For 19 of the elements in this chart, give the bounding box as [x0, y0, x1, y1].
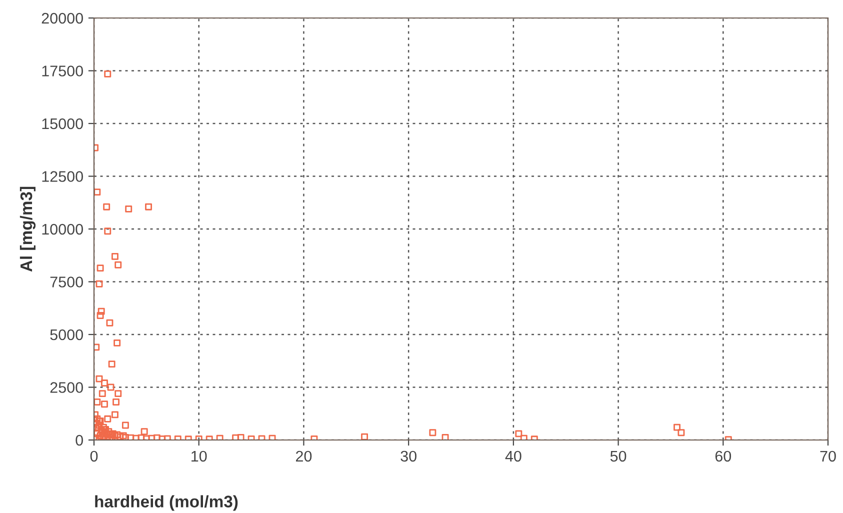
x-axis-title: hardheid (mol/m3)	[95, 495, 238, 511]
y-tick-label: 2500	[50, 382, 83, 393]
x-tick-label: 10	[192, 450, 207, 462]
y-tick-label: 10000	[42, 224, 83, 235]
y-tick-label: 7500	[50, 276, 83, 288]
x-tick-label: 60	[715, 450, 732, 462]
y-tick-label: 17500	[42, 66, 83, 76]
x-tick-label: 50	[610, 450, 626, 462]
x-tick-label: 30	[400, 450, 416, 462]
x-tick-label: 40	[505, 450, 522, 462]
y-tick-label: 12500	[42, 171, 83, 182]
y-tick-label: 5000	[50, 329, 83, 340]
x-tick-label: 20	[296, 450, 312, 462]
x-tick-label: 70	[820, 450, 836, 462]
y-axis-title: Al [mg/m3]	[20, 186, 36, 272]
y-tick-label: 20000	[42, 12, 83, 24]
y-tick-label: 15000	[42, 118, 83, 130]
y-tick-label: 0	[76, 434, 83, 446]
x-tick-label: 0	[90, 450, 98, 462]
